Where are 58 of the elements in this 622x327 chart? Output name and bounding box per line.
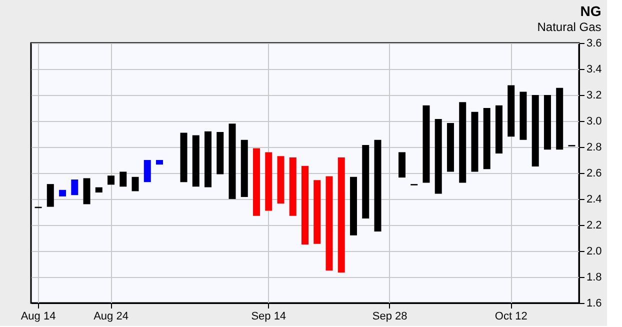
y-tick-label: 2.0: [586, 246, 602, 258]
bar: [156, 160, 164, 165]
bar: [483, 108, 490, 170]
chart-subtitle: Natural Gas: [537, 20, 602, 34]
bar: [265, 152, 272, 211]
bar: [446, 122, 454, 172]
y-tick-label: 2.6: [586, 168, 602, 180]
x-tick-label: Aug 14: [20, 310, 56, 322]
bar: [95, 187, 102, 192]
bar: [398, 152, 406, 178]
bar: [240, 140, 248, 198]
y-tick-label: 3.0: [586, 116, 602, 128]
x-tick-label: Sep 14: [251, 310, 286, 322]
bar: [350, 176, 357, 236]
bar: [556, 88, 564, 150]
bar: [544, 95, 551, 150]
x-tick-label: Sep 28: [372, 310, 408, 322]
bar: [83, 178, 90, 204]
bar: [326, 176, 333, 270]
bar: [253, 148, 260, 216]
bar: [471, 112, 478, 172]
bar: [144, 160, 151, 182]
bar: [59, 190, 66, 196]
bar: [374, 140, 382, 232]
bar: [46, 184, 54, 207]
bar: [434, 119, 442, 194]
bar: [422, 105, 430, 183]
bar: [204, 131, 212, 188]
y-tick-label: 2.2: [586, 220, 602, 232]
bar: [216, 132, 224, 174]
bar: [459, 102, 466, 183]
y-tick-label: 3.4: [586, 64, 602, 76]
y-tick-label: 3.6: [586, 38, 602, 50]
y-tick-label: 1.6: [586, 298, 602, 310]
bar: [180, 132, 188, 182]
y-tick-label: 1.8: [586, 272, 602, 284]
y-tick-label: 2.4: [586, 194, 602, 206]
bar: [132, 176, 139, 192]
bar: [108, 176, 115, 185]
bar: [228, 124, 236, 199]
bar: [338, 157, 345, 272]
bar: [120, 172, 127, 187]
bar: [508, 85, 515, 137]
bar: [532, 95, 539, 166]
bar: [302, 166, 308, 244]
chart-title: NG: [580, 3, 602, 19]
bar: [289, 157, 296, 216]
y-tick-label: 3.2: [586, 90, 602, 102]
bar: [520, 92, 527, 140]
bar: [192, 135, 200, 187]
x-tick-label: Oct 12: [494, 310, 528, 322]
bar: [277, 156, 284, 204]
bar: [71, 180, 78, 196]
bar: [314, 180, 321, 244]
bar: [362, 145, 370, 218]
y-tick-label: 2.8: [586, 142, 602, 154]
x-tick-label: Aug 24: [94, 310, 128, 322]
bar: [495, 105, 502, 154]
